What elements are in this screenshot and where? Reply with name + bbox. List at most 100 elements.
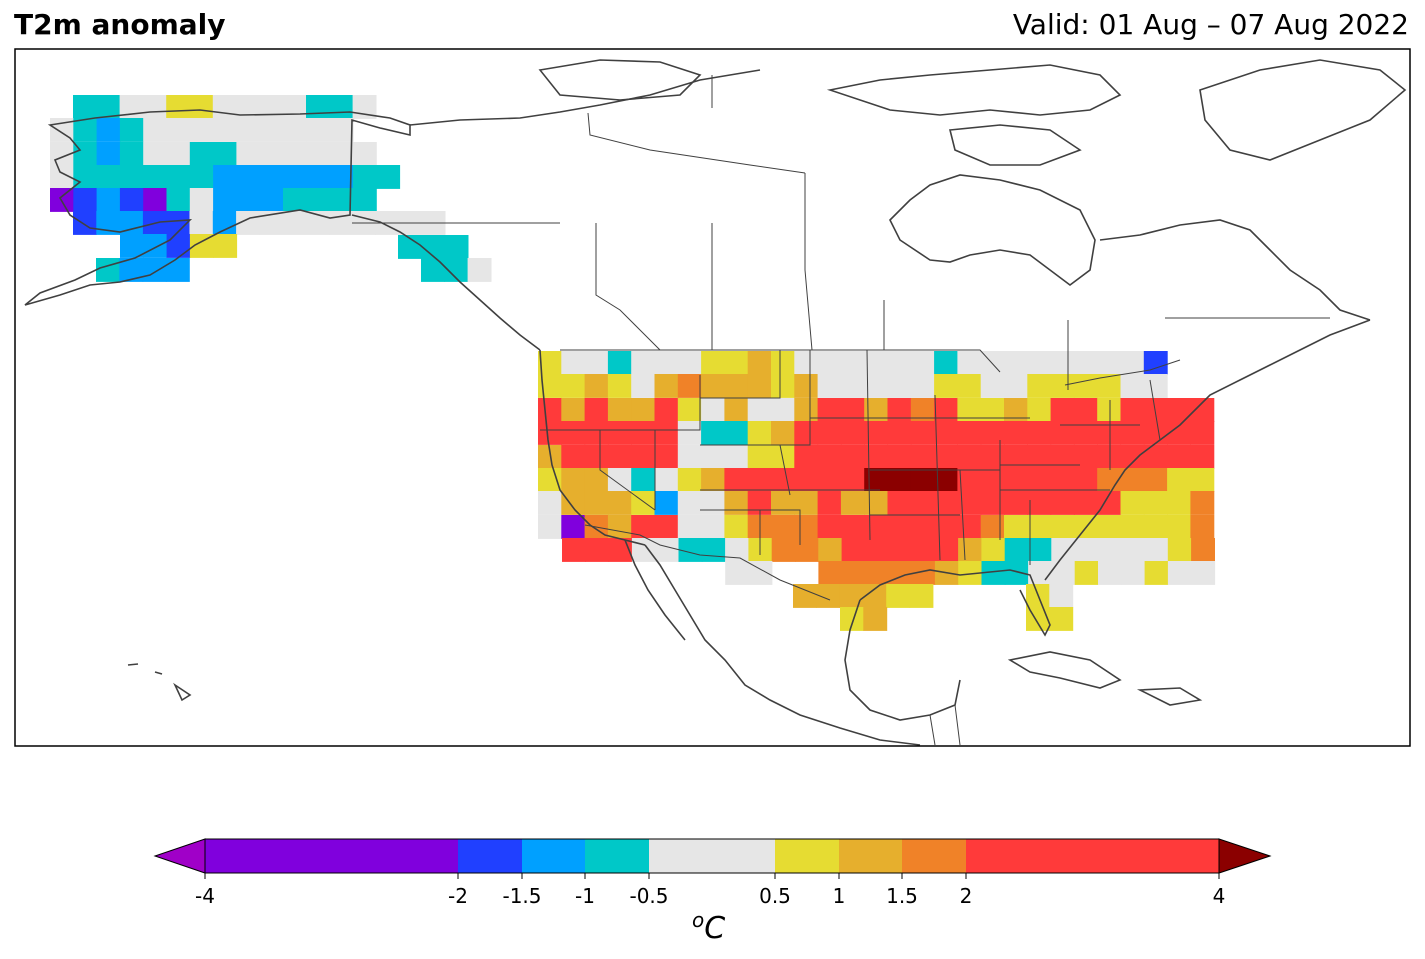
anomaly-cell — [259, 188, 284, 212]
colorbar-tick-label: -1 — [575, 884, 595, 908]
anomaly-cell — [1049, 607, 1074, 631]
anomaly-cell — [865, 561, 889, 585]
anomaly-cell — [840, 374, 865, 398]
anomaly-cell — [96, 118, 121, 142]
anomaly-cell — [1167, 491, 1191, 515]
anomaly-cell — [283, 142, 307, 166]
anomaly-cell — [1050, 351, 1075, 375]
anomaly-cell — [166, 118, 191, 142]
anomaly-cell — [817, 351, 842, 375]
anomaly-cell — [1097, 445, 1122, 469]
anomaly-cell — [864, 374, 889, 398]
anomaly-cell — [910, 421, 935, 445]
anomaly-cell — [654, 515, 679, 539]
anomaly-cell — [795, 538, 819, 562]
anomaly-cell — [329, 118, 354, 142]
anomaly-cell — [677, 491, 702, 515]
anomaly-cell — [701, 398, 725, 422]
anomaly-cell — [631, 351, 656, 375]
anomaly-cell — [981, 538, 1006, 562]
anomaly-cell — [794, 468, 819, 492]
anomaly-cell — [1073, 491, 1098, 515]
anomaly-cell — [1120, 421, 1145, 445]
anomaly-cell — [1120, 515, 1145, 539]
anomaly-cell — [96, 188, 121, 212]
anomaly-cell — [887, 398, 912, 422]
coastlines — [24, 59, 1407, 746]
anomaly-cell — [282, 95, 307, 119]
anomaly-cell — [957, 421, 982, 445]
anomaly-cell — [747, 445, 772, 469]
anomaly-cell — [747, 351, 772, 375]
anomaly-cell — [561, 351, 586, 375]
anomaly-cell — [584, 351, 609, 375]
anomaly-cell — [934, 538, 959, 562]
anomaly-cell — [444, 235, 469, 259]
anomaly-cell — [864, 491, 889, 515]
anomaly-cell — [793, 584, 817, 608]
anomaly-cell — [96, 165, 121, 189]
anomaly-cell — [1190, 491, 1215, 515]
anomaly-cell — [119, 211, 144, 235]
anomaly-cell — [840, 398, 865, 422]
anomaly-cell — [1004, 491, 1028, 515]
anomaly-cell — [1120, 445, 1145, 469]
anomaly-cell — [1073, 445, 1098, 469]
anomaly-cell — [817, 445, 842, 469]
anomaly-cell — [283, 118, 307, 142]
anomaly-cell — [631, 421, 656, 445]
anomaly-cell — [957, 445, 982, 469]
anomaly-cell — [607, 468, 632, 492]
anomaly-cell — [887, 374, 912, 398]
colorbar-tick-label: -0.5 — [629, 884, 668, 908]
colorbar-bin — [966, 839, 1219, 873]
anomaly-cell — [1097, 538, 1122, 562]
anomaly-cell — [119, 142, 144, 166]
anomaly-cell — [1004, 561, 1029, 585]
colorbar-tick-label: 4 — [1213, 884, 1226, 908]
colorbar-tick-label: -2 — [448, 884, 468, 908]
anomaly-cell — [841, 561, 866, 585]
anomaly-cell — [189, 118, 214, 142]
anomaly-cell — [73, 188, 98, 212]
anomaly-cell — [143, 142, 168, 166]
anomaly-cell — [864, 538, 889, 562]
anomaly-cell — [1167, 445, 1191, 469]
anomaly-cell — [934, 491, 958, 515]
anomaly-cell — [817, 398, 842, 422]
anomaly-cell — [1049, 584, 1074, 608]
anomaly-cell — [678, 538, 703, 562]
anomaly-cell — [1004, 421, 1028, 445]
anomaly-cell — [1027, 351, 1052, 375]
colorbar-bin — [458, 839, 522, 873]
anomaly-cell — [329, 165, 354, 189]
anomaly-cell — [911, 561, 936, 585]
anomaly-cell — [213, 234, 238, 258]
anomaly-cell — [654, 468, 679, 492]
anomaly-cell — [888, 538, 913, 562]
anomaly-cell — [1074, 538, 1099, 562]
anomaly-cell — [352, 142, 377, 166]
anomaly-cell — [166, 165, 191, 189]
anomaly-cell — [840, 445, 865, 469]
anomaly-cell — [1027, 445, 1052, 469]
anomaly-cell — [817, 374, 842, 398]
anomaly-cell — [1167, 561, 1192, 585]
anomaly-cell — [1190, 421, 1215, 445]
anomaly-cell — [817, 491, 842, 515]
colorbar-tick-label: -1.5 — [502, 884, 541, 908]
anomaly-cell — [1191, 561, 1216, 585]
anomaly-cell — [259, 118, 284, 142]
anomaly-cell — [724, 515, 749, 539]
anomaly-cell — [816, 584, 841, 608]
anomaly-cell — [607, 398, 632, 422]
anomaly-cell — [1004, 398, 1028, 422]
anomaly-cell — [538, 421, 562, 445]
anomaly-cell — [1050, 374, 1075, 398]
anomaly-cell — [584, 374, 609, 398]
anomaly-cell — [724, 421, 749, 445]
anomaly-cell — [747, 374, 772, 398]
anomaly-cell — [980, 374, 1005, 398]
anomaly-cell — [677, 351, 702, 375]
